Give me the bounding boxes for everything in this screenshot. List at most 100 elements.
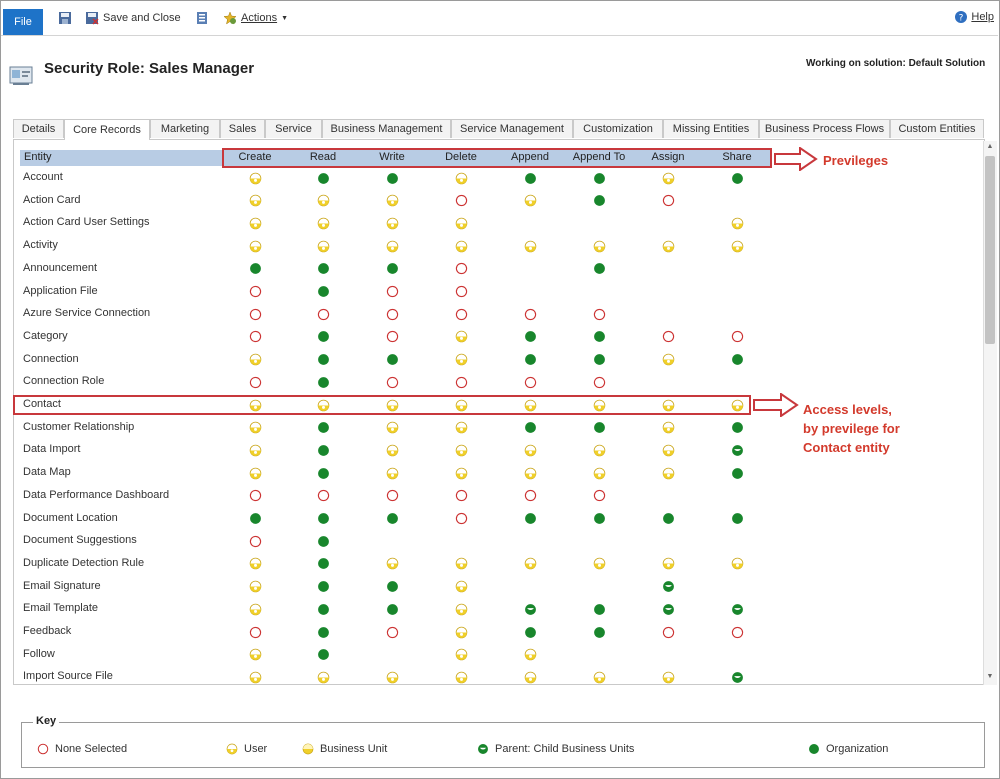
tab-missing-entities[interactable]: Missing Entities <box>663 119 759 138</box>
save-and-close-button[interactable]: Save and Close <box>85 9 181 27</box>
privilege-cell[interactable] <box>524 467 537 480</box>
privilege-cell[interactable] <box>317 262 330 275</box>
privilege-cell[interactable] <box>317 444 330 457</box>
more-commands-button[interactable] <box>195 9 209 27</box>
privilege-cell[interactable] <box>524 330 537 343</box>
scroll-down-icon[interactable]: ▼ <box>986 673 994 680</box>
privilege-cell[interactable] <box>524 671 537 684</box>
privilege-cell[interactable] <box>455 399 468 412</box>
privilege-cell[interactable] <box>386 399 399 412</box>
privilege-cell[interactable] <box>317 285 330 298</box>
privilege-cell[interactable] <box>524 172 537 185</box>
tab-customization[interactable]: Customization <box>573 119 663 138</box>
privilege-cell[interactable] <box>731 240 744 253</box>
privilege-cell[interactable] <box>386 467 399 480</box>
privilege-cell[interactable] <box>593 489 606 502</box>
privilege-cell[interactable] <box>455 285 468 298</box>
tab-custom-entities[interactable]: Custom Entities <box>890 119 984 138</box>
privilege-cell[interactable] <box>249 240 262 253</box>
privilege-cell[interactable] <box>731 353 744 366</box>
privilege-cell[interactable] <box>317 648 330 661</box>
privilege-cell[interactable] <box>524 240 537 253</box>
privilege-cell[interactable] <box>455 240 468 253</box>
actions-menu[interactable]: Actions ▼ <box>223 9 288 27</box>
privilege-cell[interactable] <box>662 603 675 616</box>
privilege-cell[interactable] <box>593 194 606 207</box>
privilege-cell[interactable] <box>524 626 537 639</box>
privilege-cell[interactable] <box>249 330 262 343</box>
privilege-cell[interactable] <box>455 512 468 525</box>
privilege-cell[interactable] <box>593 399 606 412</box>
privilege-cell[interactable] <box>455 217 468 230</box>
privilege-cell[interactable] <box>662 194 675 207</box>
privilege-cell[interactable] <box>731 671 744 684</box>
privilege-cell[interactable] <box>249 557 262 570</box>
privilege-cell[interactable] <box>386 626 399 639</box>
privilege-cell[interactable] <box>249 512 262 525</box>
privilege-cell[interactable] <box>386 285 399 298</box>
tab-sales[interactable]: Sales <box>220 119 265 138</box>
privilege-cell[interactable] <box>662 330 675 343</box>
privilege-cell[interactable] <box>249 399 262 412</box>
privilege-cell[interactable] <box>731 467 744 480</box>
privilege-cell[interactable] <box>317 489 330 502</box>
privilege-cell[interactable] <box>524 648 537 661</box>
privilege-cell[interactable] <box>524 489 537 502</box>
privilege-cell[interactable] <box>317 421 330 434</box>
privilege-cell[interactable] <box>455 308 468 321</box>
privilege-cell[interactable] <box>317 240 330 253</box>
tab-service[interactable]: Service <box>265 119 322 138</box>
privilege-cell[interactable] <box>662 399 675 412</box>
privilege-cell[interactable] <box>593 467 606 480</box>
privilege-cell[interactable] <box>249 285 262 298</box>
privilege-cell[interactable] <box>386 376 399 389</box>
privilege-cell[interactable] <box>317 399 330 412</box>
privilege-cell[interactable] <box>593 308 606 321</box>
privilege-cell[interactable] <box>386 421 399 434</box>
privilege-cell[interactable] <box>249 626 262 639</box>
privilege-cell[interactable] <box>524 308 537 321</box>
privilege-cell[interactable] <box>386 489 399 502</box>
privilege-cell[interactable] <box>249 444 262 457</box>
privilege-cell[interactable] <box>593 172 606 185</box>
privilege-cell[interactable] <box>593 512 606 525</box>
help-button[interactable]: ? Help <box>954 10 994 24</box>
save-button[interactable] <box>58 9 72 27</box>
tab-business-management[interactable]: Business Management <box>322 119 451 138</box>
privilege-cell[interactable] <box>386 330 399 343</box>
privilege-cell[interactable] <box>455 421 468 434</box>
privilege-cell[interactable] <box>662 512 675 525</box>
privilege-cell[interactable] <box>386 172 399 185</box>
privilege-cell[interactable] <box>593 330 606 343</box>
privilege-cell[interactable] <box>524 399 537 412</box>
privilege-cell[interactable] <box>386 194 399 207</box>
privilege-cell[interactable] <box>524 376 537 389</box>
privilege-cell[interactable] <box>662 467 675 480</box>
privilege-cell[interactable] <box>386 217 399 230</box>
privilege-cell[interactable] <box>455 376 468 389</box>
privilege-cell[interactable] <box>455 262 468 275</box>
privilege-cell[interactable] <box>317 603 330 616</box>
privilege-cell[interactable] <box>524 444 537 457</box>
privilege-cell[interactable] <box>249 603 262 616</box>
privilege-cell[interactable] <box>593 376 606 389</box>
tab-marketing[interactable]: Marketing <box>150 119 220 138</box>
privilege-cell[interactable] <box>662 671 675 684</box>
privilege-cell[interactable] <box>455 172 468 185</box>
privilege-cell[interactable] <box>593 262 606 275</box>
privilege-cell[interactable] <box>455 580 468 593</box>
privilege-cell[interactable] <box>731 626 744 639</box>
privilege-cell[interactable] <box>317 671 330 684</box>
privilege-cell[interactable] <box>317 376 330 389</box>
tab-business-process-flows[interactable]: Business Process Flows <box>759 119 890 138</box>
privilege-cell[interactable] <box>455 330 468 343</box>
privilege-cell[interactable] <box>593 444 606 457</box>
scrollbar-thumb[interactable] <box>985 156 995 344</box>
privilege-cell[interactable] <box>386 603 399 616</box>
privilege-cell[interactable] <box>455 603 468 616</box>
privilege-cell[interactable] <box>386 580 399 593</box>
privilege-cell[interactable] <box>731 172 744 185</box>
privilege-cell[interactable] <box>524 603 537 616</box>
privilege-cell[interactable] <box>662 353 675 366</box>
privilege-cell[interactable] <box>386 512 399 525</box>
